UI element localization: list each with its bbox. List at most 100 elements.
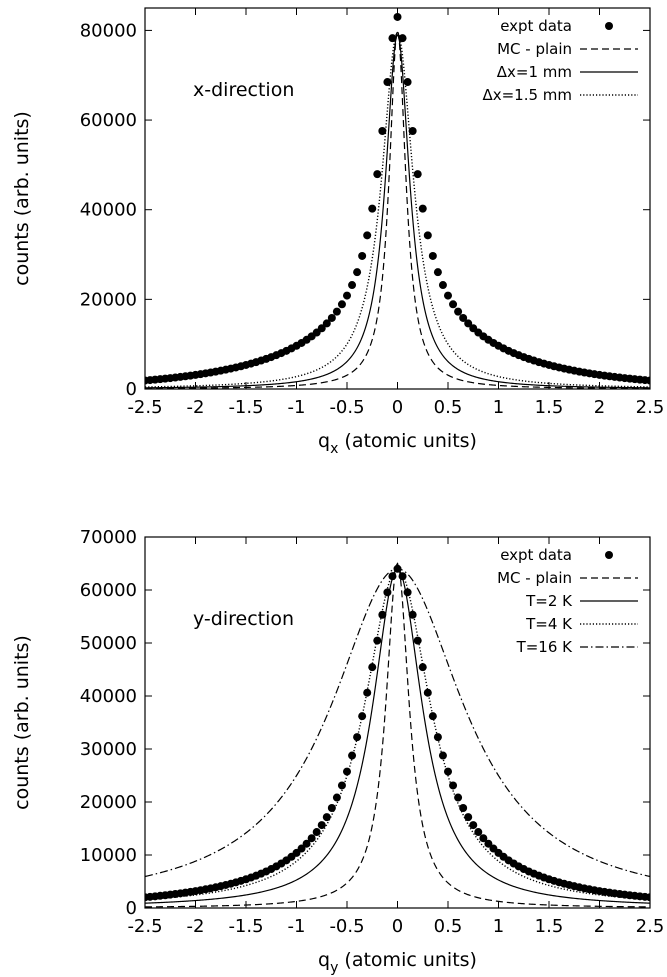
data-point bbox=[449, 781, 458, 790]
data-point bbox=[438, 281, 447, 290]
x-tick-label: 1 bbox=[493, 397, 504, 418]
y-tick-label: 0 bbox=[126, 898, 137, 919]
x-direction-panel: -2.5 -2 -1.5 -1 -0.5 0 0.5 1 1.5 2 2.5 0 20000 40000 6… bbox=[11, 7, 664, 457]
data-point bbox=[312, 828, 321, 837]
y-tick-label: 40000 bbox=[80, 686, 137, 707]
legend-marker bbox=[605, 551, 613, 559]
y-tick-label: 20000 bbox=[80, 289, 137, 310]
data-point bbox=[337, 300, 346, 309]
data-point bbox=[368, 663, 377, 672]
data-point bbox=[479, 834, 488, 843]
y-axis-label: counts (arb. units) bbox=[11, 111, 33, 286]
data-area bbox=[145, 562, 650, 908]
data-point bbox=[408, 127, 417, 135]
data-point bbox=[428, 251, 437, 260]
x-tick-label: -2.5 bbox=[127, 397, 162, 418]
data-point bbox=[363, 231, 372, 240]
x-tick-label: 0.5 bbox=[434, 916, 463, 937]
legend: expt data MC - plain T=2 K T=4 K T=16 K bbox=[497, 546, 638, 656]
y-tick-label: 20000 bbox=[80, 792, 137, 813]
series-line-3 bbox=[145, 31, 650, 388]
data-point bbox=[348, 751, 357, 760]
data-point bbox=[459, 804, 468, 812]
data-point bbox=[646, 893, 650, 902]
data-point bbox=[646, 376, 650, 385]
data-point bbox=[423, 688, 432, 697]
data-point bbox=[317, 324, 326, 333]
data-point bbox=[393, 12, 402, 21]
data-point bbox=[383, 78, 392, 87]
y-tick-label: 60000 bbox=[80, 580, 137, 601]
legend-label: Δx=1 mm bbox=[497, 63, 572, 81]
legend-label: MC - plain bbox=[497, 569, 572, 587]
plot-frame bbox=[144, 536, 651, 909]
data-point bbox=[403, 78, 412, 87]
y-tick-label: 80000 bbox=[80, 20, 137, 41]
data-point bbox=[307, 834, 316, 843]
data-point bbox=[454, 307, 463, 316]
series-line-1 bbox=[145, 562, 650, 908]
x-tick-label: 1.5 bbox=[535, 916, 564, 937]
data-point bbox=[327, 804, 336, 812]
direction-annotation: x-direction bbox=[193, 79, 294, 101]
y-tick-label: 0 bbox=[126, 379, 137, 400]
legend-label: T=2 K bbox=[525, 592, 573, 610]
data-area bbox=[145, 12, 650, 389]
data-point bbox=[408, 610, 417, 619]
legend-label: T=16 K bbox=[516, 638, 574, 656]
legend-label: Δx=1.5 mm bbox=[482, 86, 572, 104]
data-point bbox=[322, 319, 331, 328]
data-point bbox=[358, 251, 367, 260]
data-point bbox=[337, 781, 346, 790]
plot-frame bbox=[144, 7, 651, 390]
data-point bbox=[418, 204, 427, 213]
data-point bbox=[373, 636, 382, 645]
data-point bbox=[297, 844, 306, 853]
data-point bbox=[322, 813, 331, 822]
data-point bbox=[484, 839, 493, 848]
x-tick-label: 2 bbox=[594, 397, 605, 418]
data-point bbox=[423, 231, 432, 240]
y-tick-label: 50000 bbox=[80, 633, 137, 654]
data-point bbox=[444, 291, 452, 300]
data-point bbox=[464, 813, 473, 822]
direction-annotation: y-direction bbox=[193, 608, 294, 630]
x-tick-label: 1 bbox=[493, 916, 504, 937]
legend-label: MC - plain bbox=[497, 40, 572, 58]
data-point bbox=[413, 636, 422, 645]
y-direction-panel: -2.5 -2 -1.5 -1 -0.5 0 0.5 1 1.5 2 2.5 0 10000 20000 3… bbox=[11, 527, 664, 976]
x-tick-label: -1 bbox=[288, 916, 306, 937]
data-point bbox=[348, 281, 357, 290]
legend-label: T=4 K bbox=[525, 615, 573, 633]
data-point bbox=[317, 821, 326, 830]
y-tick-label: 60000 bbox=[80, 110, 137, 131]
y-axis-label: counts (arb. units) bbox=[11, 635, 33, 810]
x-tick-label: 2 bbox=[594, 916, 605, 937]
data-point bbox=[378, 127, 387, 135]
data-point bbox=[398, 34, 407, 43]
y-tick-label: 10000 bbox=[80, 845, 137, 866]
data-point bbox=[438, 751, 447, 760]
data-point bbox=[327, 313, 336, 322]
data-point bbox=[449, 300, 458, 309]
x-tick-label: 1.5 bbox=[535, 397, 564, 418]
x-tick-label: 0.5 bbox=[434, 397, 463, 418]
data-point bbox=[302, 839, 311, 848]
legend-label: expt data bbox=[500, 17, 572, 35]
data-point bbox=[464, 319, 473, 328]
data-point bbox=[433, 733, 442, 742]
data-point bbox=[433, 268, 442, 277]
data-point bbox=[353, 733, 362, 742]
x-axis-label: qy (atomic units) bbox=[318, 949, 477, 976]
data-point bbox=[353, 268, 362, 277]
x-tick-label: -0.5 bbox=[329, 397, 364, 418]
x-tick-label: 2.5 bbox=[636, 916, 665, 937]
data-point bbox=[378, 610, 387, 619]
series-line-2 bbox=[145, 33, 650, 389]
series-line-4 bbox=[145, 568, 650, 878]
y-tick-label: 70000 bbox=[80, 527, 137, 548]
data-point bbox=[428, 712, 437, 721]
data-point bbox=[469, 821, 478, 830]
data-point bbox=[368, 204, 377, 213]
